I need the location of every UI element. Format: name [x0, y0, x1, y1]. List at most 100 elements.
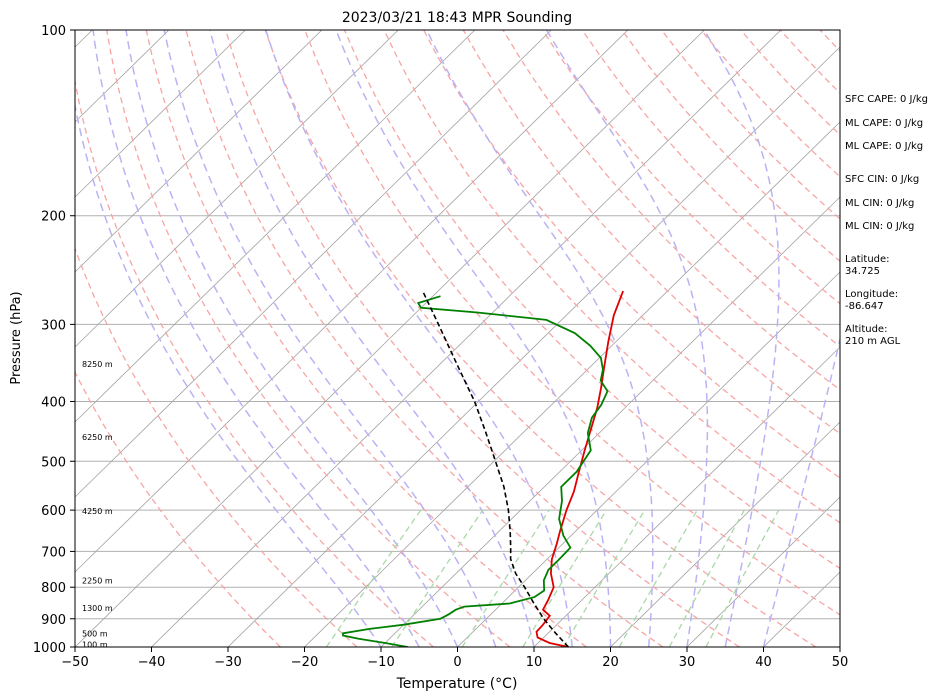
isotherm-line	[304, 121, 840, 647]
isotherm-line	[457, 271, 840, 647]
moist-adiabat-line	[265, 30, 574, 647]
y-tick-label: 800	[41, 581, 66, 596]
isotherm-line	[686, 496, 840, 647]
data-lines	[342, 290, 624, 647]
annotation-text: ML CIN: 0 J/kg	[845, 221, 914, 232]
annotation-text: Altitude:	[845, 324, 887, 335]
annotation-text: Longitude:	[845, 289, 898, 300]
mixing-ratio-line	[325, 509, 422, 647]
dry-adiabat-line	[106, 30, 511, 647]
height-label: 500 m	[82, 629, 108, 638]
moist-adiabat-line	[703, 30, 780, 647]
height-label: 8250 m	[82, 360, 113, 369]
dry-adiabat-line	[75, 77, 434, 647]
moist-adiabat-line	[426, 30, 654, 647]
y-tick-label: 1000	[33, 641, 66, 656]
y-tick-label: 100	[41, 24, 66, 39]
dry-adiabat-line	[542, 30, 840, 348]
height-labels: 8250 m 6250 m 4250 m 2250 m 1300 m 500 m 100 m	[82, 360, 113, 649]
height-label: 4250 m	[82, 507, 113, 516]
y-tick-label: 700	[41, 545, 66, 560]
isotherm-line	[75, 30, 246, 198]
annotation-text: SFC CIN: 0 J/kg	[845, 174, 919, 185]
mixing-ratio-line	[668, 509, 745, 647]
isotherm-line	[75, 30, 705, 647]
temperature-profile	[535, 290, 624, 647]
side-annotations: SFC CAPE: 0 J/kg ML CAPE: 0 J/kg ML CAPE: …	[845, 94, 928, 347]
isotherm-line	[75, 30, 476, 423]
x-axis: −50 −40 −30 −20 −10 0 10 20 30 40 50	[61, 647, 848, 670]
annotation-text: SFC CAPE: 0 J/kg	[845, 94, 928, 105]
moist-adiabat-line	[92, 30, 420, 647]
height-label: 6250 m	[82, 433, 113, 442]
x-tick-label: 30	[679, 655, 696, 670]
isotherm-line	[227, 46, 840, 647]
mixing-ratio-line	[391, 509, 484, 647]
x-tick-label: 0	[453, 655, 461, 670]
dry-adiabat-line	[224, 30, 740, 647]
dry-adiabat-line	[343, 30, 840, 570]
annotation-text: -86.647	[845, 301, 884, 312]
dry-adiabat-line	[75, 370, 281, 647]
chart-title: 2023/03/21 18:43 MPR Sounding	[342, 10, 572, 26]
isotherm-line	[610, 421, 840, 647]
moist-adiabat-line	[163, 30, 497, 647]
dry-adiabat-line	[264, 30, 817, 647]
x-tick-label: 10	[526, 655, 543, 670]
annotation-text: ML CAPE: 0 J/kg	[845, 118, 923, 129]
mixing-ratio-line	[618, 509, 698, 647]
dry-adiabat-line	[502, 30, 840, 391]
mixing-ratio-line	[522, 509, 608, 647]
annotation-text: ML CIN: 0 J/kg	[845, 198, 914, 209]
dry-adiabat-line	[383, 30, 840, 524]
parcel-profile	[421, 290, 569, 647]
isotherm-line	[75, 30, 552, 498]
x-tick-label: −30	[214, 655, 241, 670]
dry-adiabat-line	[185, 30, 664, 647]
annotation-text: Latitude:	[845, 254, 890, 265]
moist-adiabat-line	[125, 30, 459, 647]
moist-adiabat-line	[762, 335, 840, 647]
background-lines	[75, 30, 840, 647]
isotherm-line	[75, 30, 399, 348]
annotation-text: 34.725	[845, 266, 880, 277]
y-tick-label: 200	[41, 210, 66, 225]
dry-adiabat-line	[304, 30, 840, 616]
y-tick-label: 400	[41, 395, 66, 410]
annotation-text: 210 m AGL	[845, 336, 901, 347]
y-tick-label: 900	[41, 613, 66, 628]
isotherm-line	[151, 30, 782, 647]
y-axis-label: Pressure (hPa)	[9, 291, 24, 384]
isotherm-line	[380, 196, 840, 647]
x-axis-label: Temperature (°C)	[396, 676, 518, 692]
x-tick-label: −20	[291, 655, 318, 670]
mixing-ratio-line	[562, 509, 646, 647]
x-tick-label: 20	[602, 655, 619, 670]
x-tick-label: −50	[61, 655, 88, 670]
y-tick-label: 500	[41, 455, 66, 470]
x-tick-label: 40	[755, 655, 772, 670]
moist-adiabat-line	[209, 30, 535, 647]
dry-adiabat-line	[423, 30, 840, 479]
isotherm-line	[75, 30, 323, 273]
height-label: 100 m	[82, 640, 108, 649]
y-tick-label: 300	[41, 318, 66, 333]
mixing-ratio-line	[461, 509, 550, 647]
x-tick-label: −10	[367, 655, 394, 670]
height-label: 1300 m	[82, 604, 113, 613]
dry-adiabat-line	[462, 30, 840, 435]
y-axis: 100 200 300 400 500 600 700 800 900 1000	[33, 24, 75, 656]
dry-adiabat-line	[145, 30, 587, 647]
isotherm-line	[75, 30, 629, 573]
dry-adiabat-line	[75, 246, 358, 647]
dewpoint-profile	[342, 295, 609, 647]
isotherm-line	[75, 30, 170, 123]
moist-adiabat-line	[545, 30, 709, 647]
moist-adiabat-line	[335, 30, 612, 647]
annotation-text: ML CAPE: 0 J/kg	[845, 141, 923, 152]
mixing-ratio-line	[705, 509, 780, 647]
moist-adiabat-line	[75, 101, 382, 647]
x-tick-label: 50	[832, 655, 849, 670]
x-tick-label: −40	[138, 655, 165, 670]
